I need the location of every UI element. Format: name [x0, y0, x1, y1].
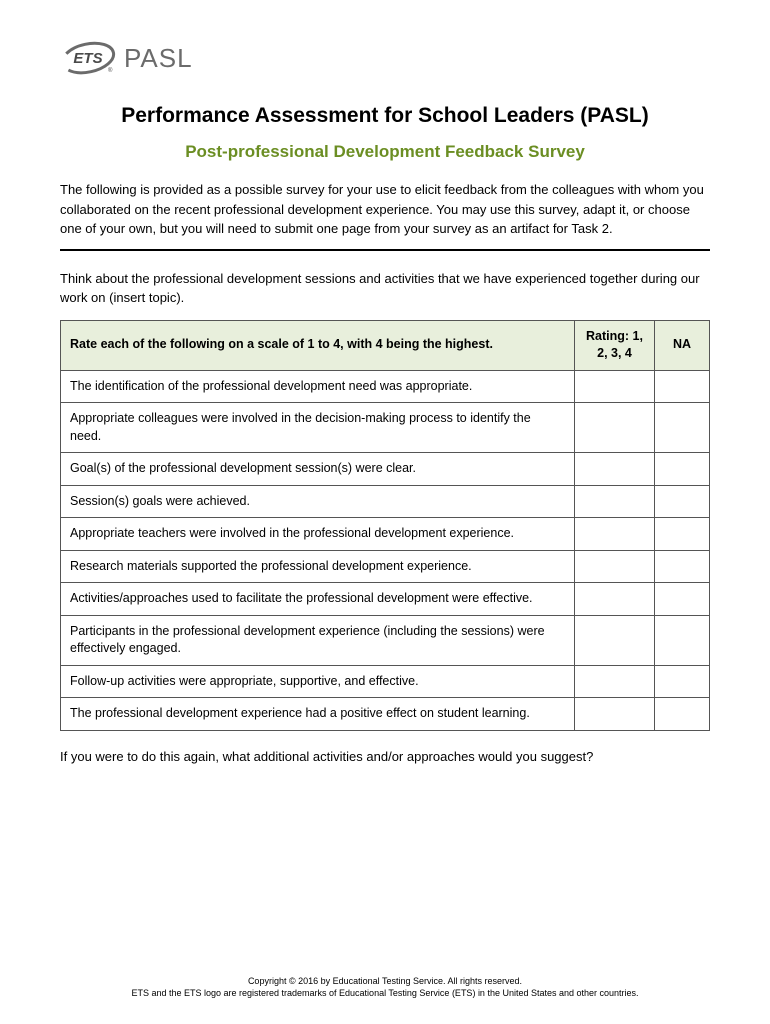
header-rating: Rating: 1, 2, 3, 4: [575, 320, 655, 370]
rating-cell[interactable]: [575, 403, 655, 453]
survey-table: Rate each of the following on a scale of…: [60, 320, 710, 731]
na-cell[interactable]: [655, 453, 710, 486]
product-name: PASL: [124, 43, 193, 74]
svg-text:ETS: ETS: [73, 50, 102, 67]
table-body: The identification of the professional d…: [61, 370, 710, 730]
rating-cell[interactable]: [575, 518, 655, 551]
na-cell[interactable]: [655, 665, 710, 698]
na-cell[interactable]: [655, 550, 710, 583]
table-row: Appropriate colleagues were involved in …: [61, 403, 710, 453]
page-title: Performance Assessment for School Leader…: [60, 104, 710, 128]
rating-cell[interactable]: [575, 615, 655, 665]
table-header-row: Rate each of the following on a scale of…: [61, 320, 710, 370]
row-prompt: The identification of the professional d…: [61, 370, 575, 403]
table-row: Appropriate teachers were involved in th…: [61, 518, 710, 551]
rating-cell[interactable]: [575, 370, 655, 403]
header-prompt: Rate each of the following on a scale of…: [61, 320, 575, 370]
na-cell[interactable]: [655, 583, 710, 616]
svg-text:®: ®: [108, 67, 113, 74]
row-prompt: Session(s) goals were achieved.: [61, 485, 575, 518]
copyright-line: Copyright © 2016 by Educational Testing …: [60, 975, 710, 988]
na-cell[interactable]: [655, 403, 710, 453]
row-prompt: Participants in the professional develop…: [61, 615, 575, 665]
rating-cell[interactable]: [575, 665, 655, 698]
rating-cell[interactable]: [575, 698, 655, 731]
table-row: Participants in the professional develop…: [61, 615, 710, 665]
instruction-paragraph: Think about the professional development…: [60, 269, 710, 308]
rating-cell[interactable]: [575, 583, 655, 616]
table-row: The identification of the professional d…: [61, 370, 710, 403]
page-subtitle: Post-professional Development Feedback S…: [60, 142, 710, 162]
na-cell[interactable]: [655, 485, 710, 518]
na-cell[interactable]: [655, 615, 710, 665]
table-row: Goal(s) of the professional development …: [61, 453, 710, 486]
table-row: Activities/approaches used to facilitate…: [61, 583, 710, 616]
row-prompt: Goal(s) of the professional development …: [61, 453, 575, 486]
ets-logo-icon: ETS ®: [60, 40, 116, 76]
row-prompt: The professional development experience …: [61, 698, 575, 731]
table-row: The professional development experience …: [61, 698, 710, 731]
row-prompt: Appropriate teachers were involved in th…: [61, 518, 575, 551]
na-cell[interactable]: [655, 370, 710, 403]
footer: Copyright © 2016 by Educational Testing …: [60, 975, 710, 1000]
rating-cell[interactable]: [575, 485, 655, 518]
rating-cell[interactable]: [575, 550, 655, 583]
table-row: Session(s) goals were achieved.: [61, 485, 710, 518]
trademark-line: ETS and the ETS logo are registered trad…: [60, 987, 710, 1000]
rating-cell[interactable]: [575, 453, 655, 486]
na-cell[interactable]: [655, 518, 710, 551]
na-cell[interactable]: [655, 698, 710, 731]
row-prompt: Activities/approaches used to facilitate…: [61, 583, 575, 616]
row-prompt: Appropriate colleagues were involved in …: [61, 403, 575, 453]
section-divider: [60, 249, 710, 251]
intro-paragraph: The following is provided as a possible …: [60, 180, 710, 239]
logo-area: ETS ® PASL: [60, 40, 710, 76]
row-prompt: Research materials supported the profess…: [61, 550, 575, 583]
header-na: NA: [655, 320, 710, 370]
row-prompt: Follow-up activities were appropriate, s…: [61, 665, 575, 698]
table-row: Follow-up activities were appropriate, s…: [61, 665, 710, 698]
open-question: If you were to do this again, what addit…: [60, 747, 710, 767]
table-row: Research materials supported the profess…: [61, 550, 710, 583]
